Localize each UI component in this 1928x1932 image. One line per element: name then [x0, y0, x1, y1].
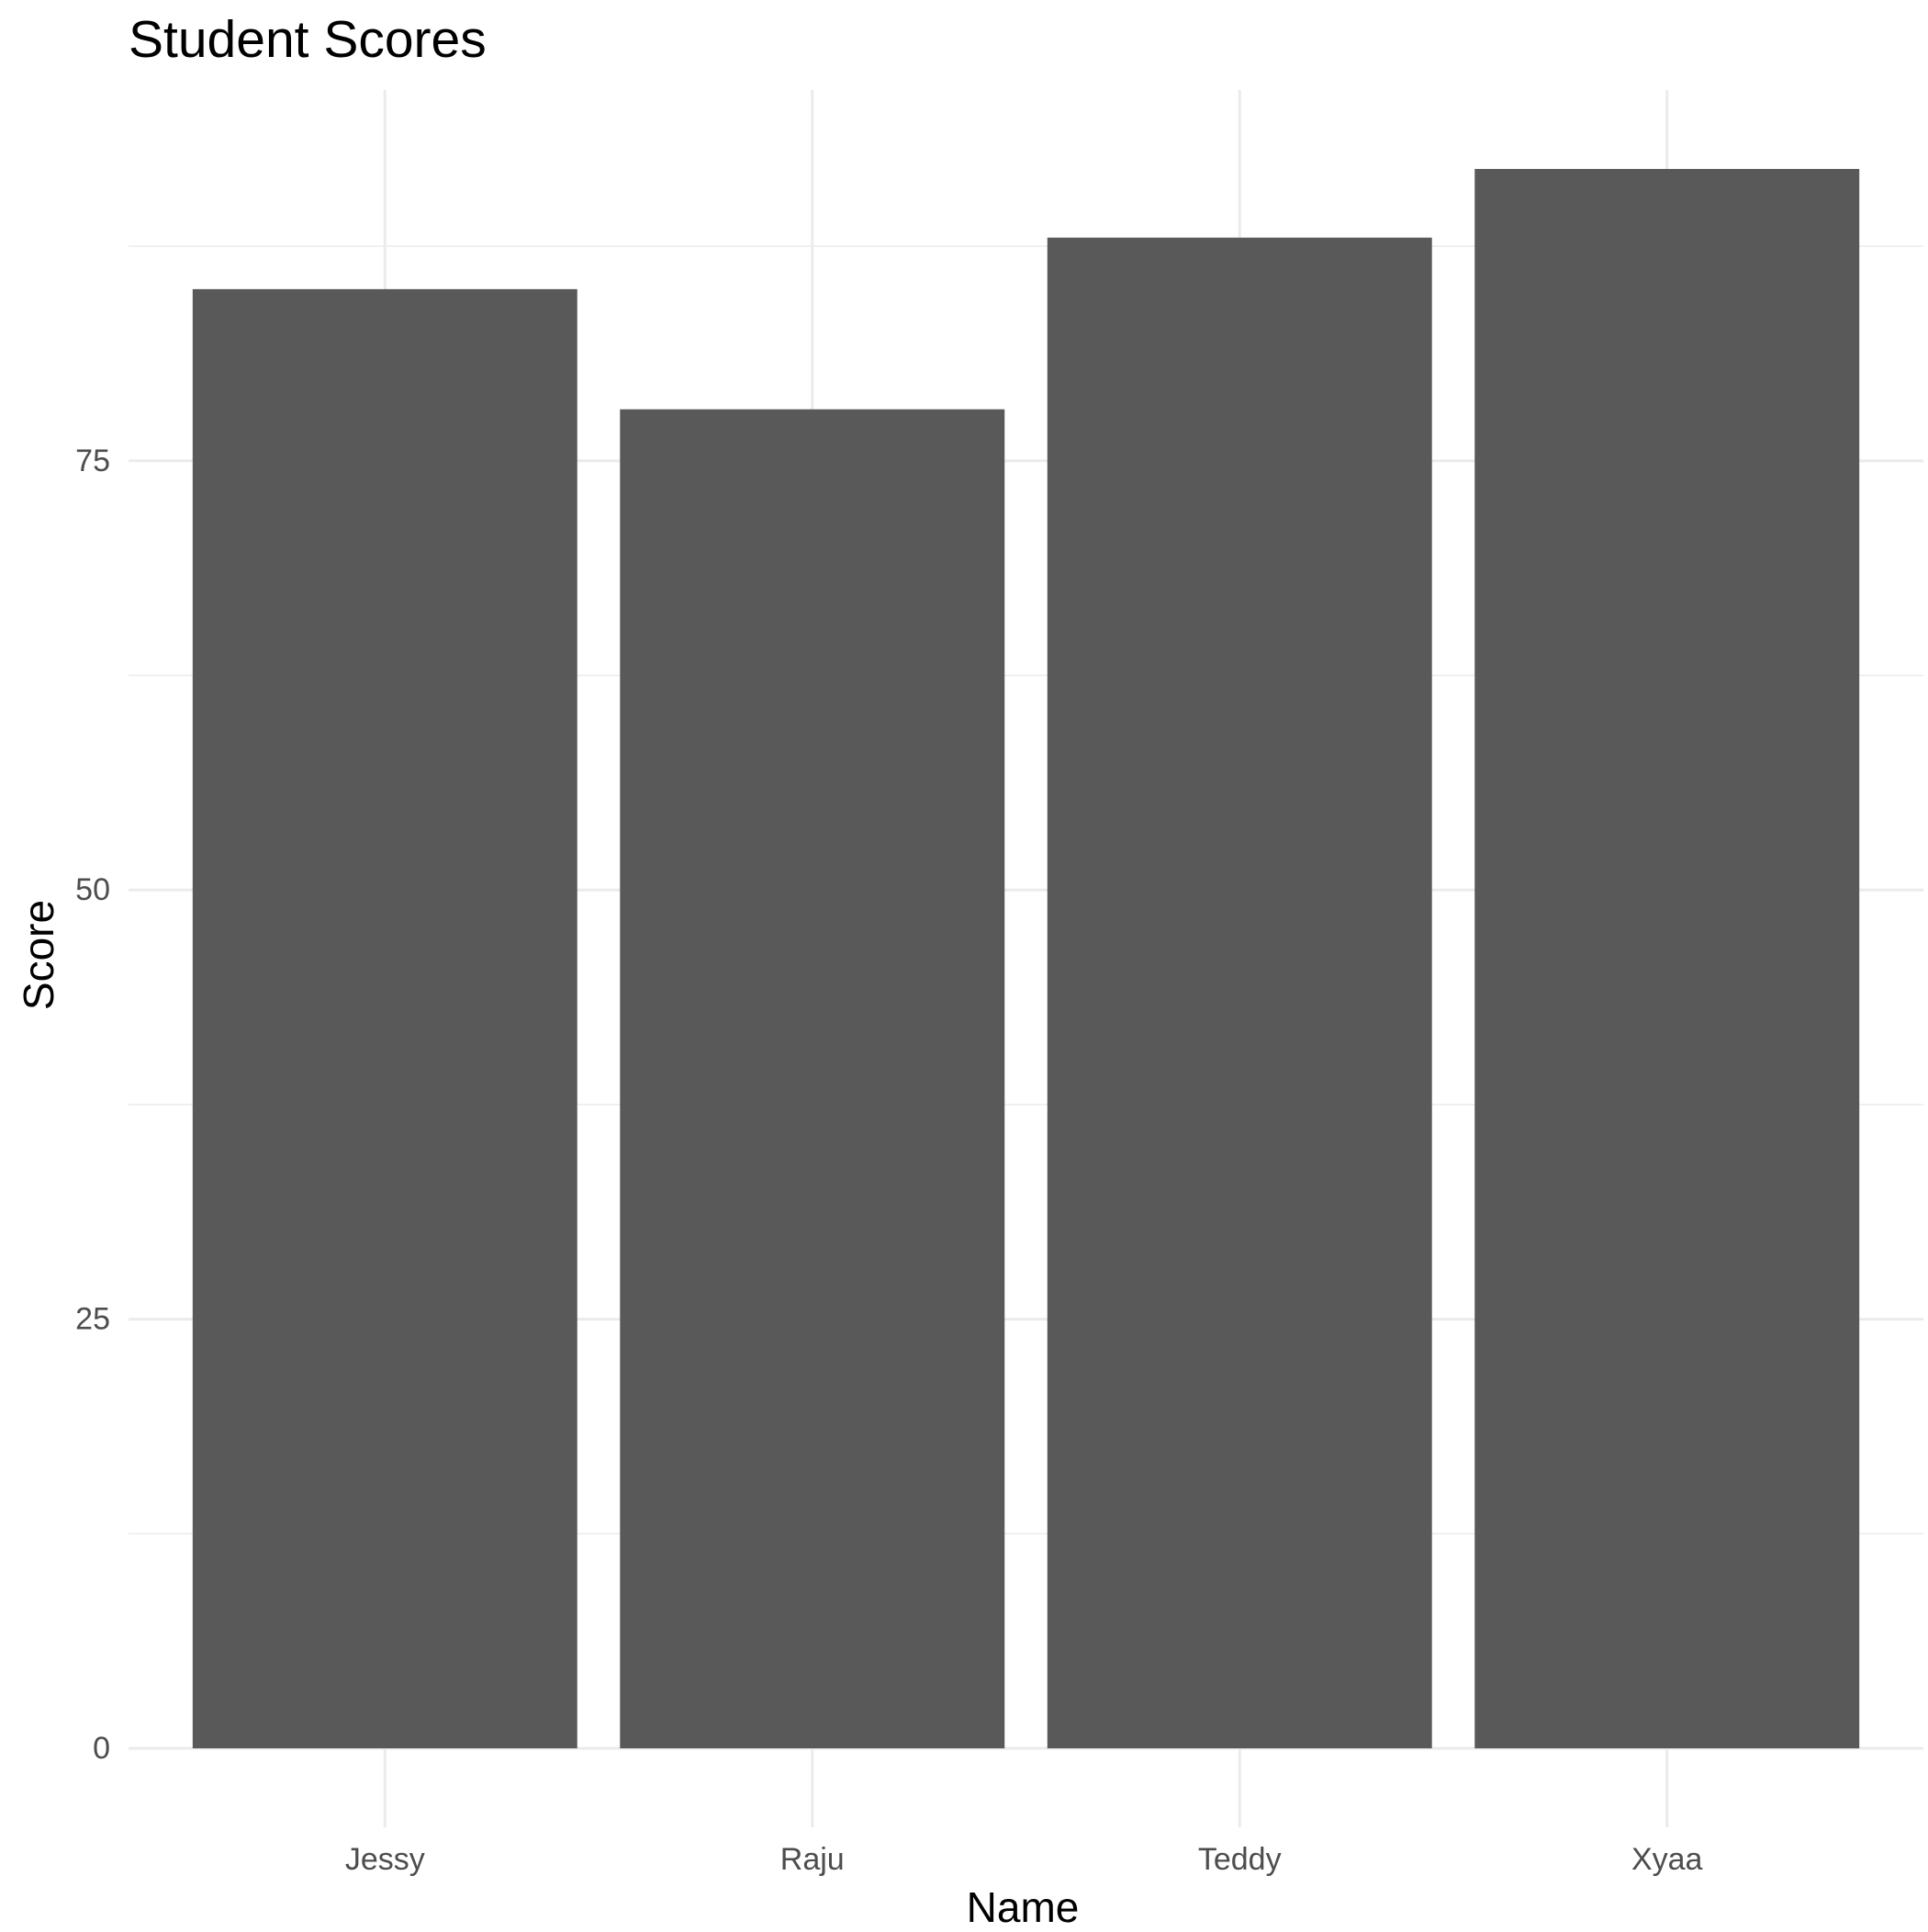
y-tick-label: 50: [75, 872, 110, 907]
y-tick-label: 0: [93, 1731, 110, 1766]
bars: [192, 169, 1860, 1749]
bar-teddy: [1047, 237, 1432, 1749]
y-axis-title: Score: [15, 899, 62, 1011]
x-axis-ticks: Jessy Raju Teddy Xyaa: [345, 1842, 1703, 1877]
chart-title: Student Scores: [129, 10, 487, 69]
y-tick-label: 75: [75, 444, 110, 478]
bar-raju: [620, 409, 1005, 1748]
x-tick-label: Teddy: [1198, 1842, 1282, 1877]
x-axis-title: Name: [966, 1883, 1080, 1931]
x-tick-label: Xyaa: [1631, 1842, 1703, 1877]
bar-xyaa: [1474, 169, 1860, 1748]
bar-jessy: [192, 288, 577, 1748]
x-tick-label: Raju: [780, 1842, 845, 1877]
y-tick-label: 25: [75, 1302, 110, 1337]
x-tick-label: Jessy: [345, 1842, 425, 1877]
y-axis-ticks: 0 25 50 75: [75, 444, 110, 1766]
